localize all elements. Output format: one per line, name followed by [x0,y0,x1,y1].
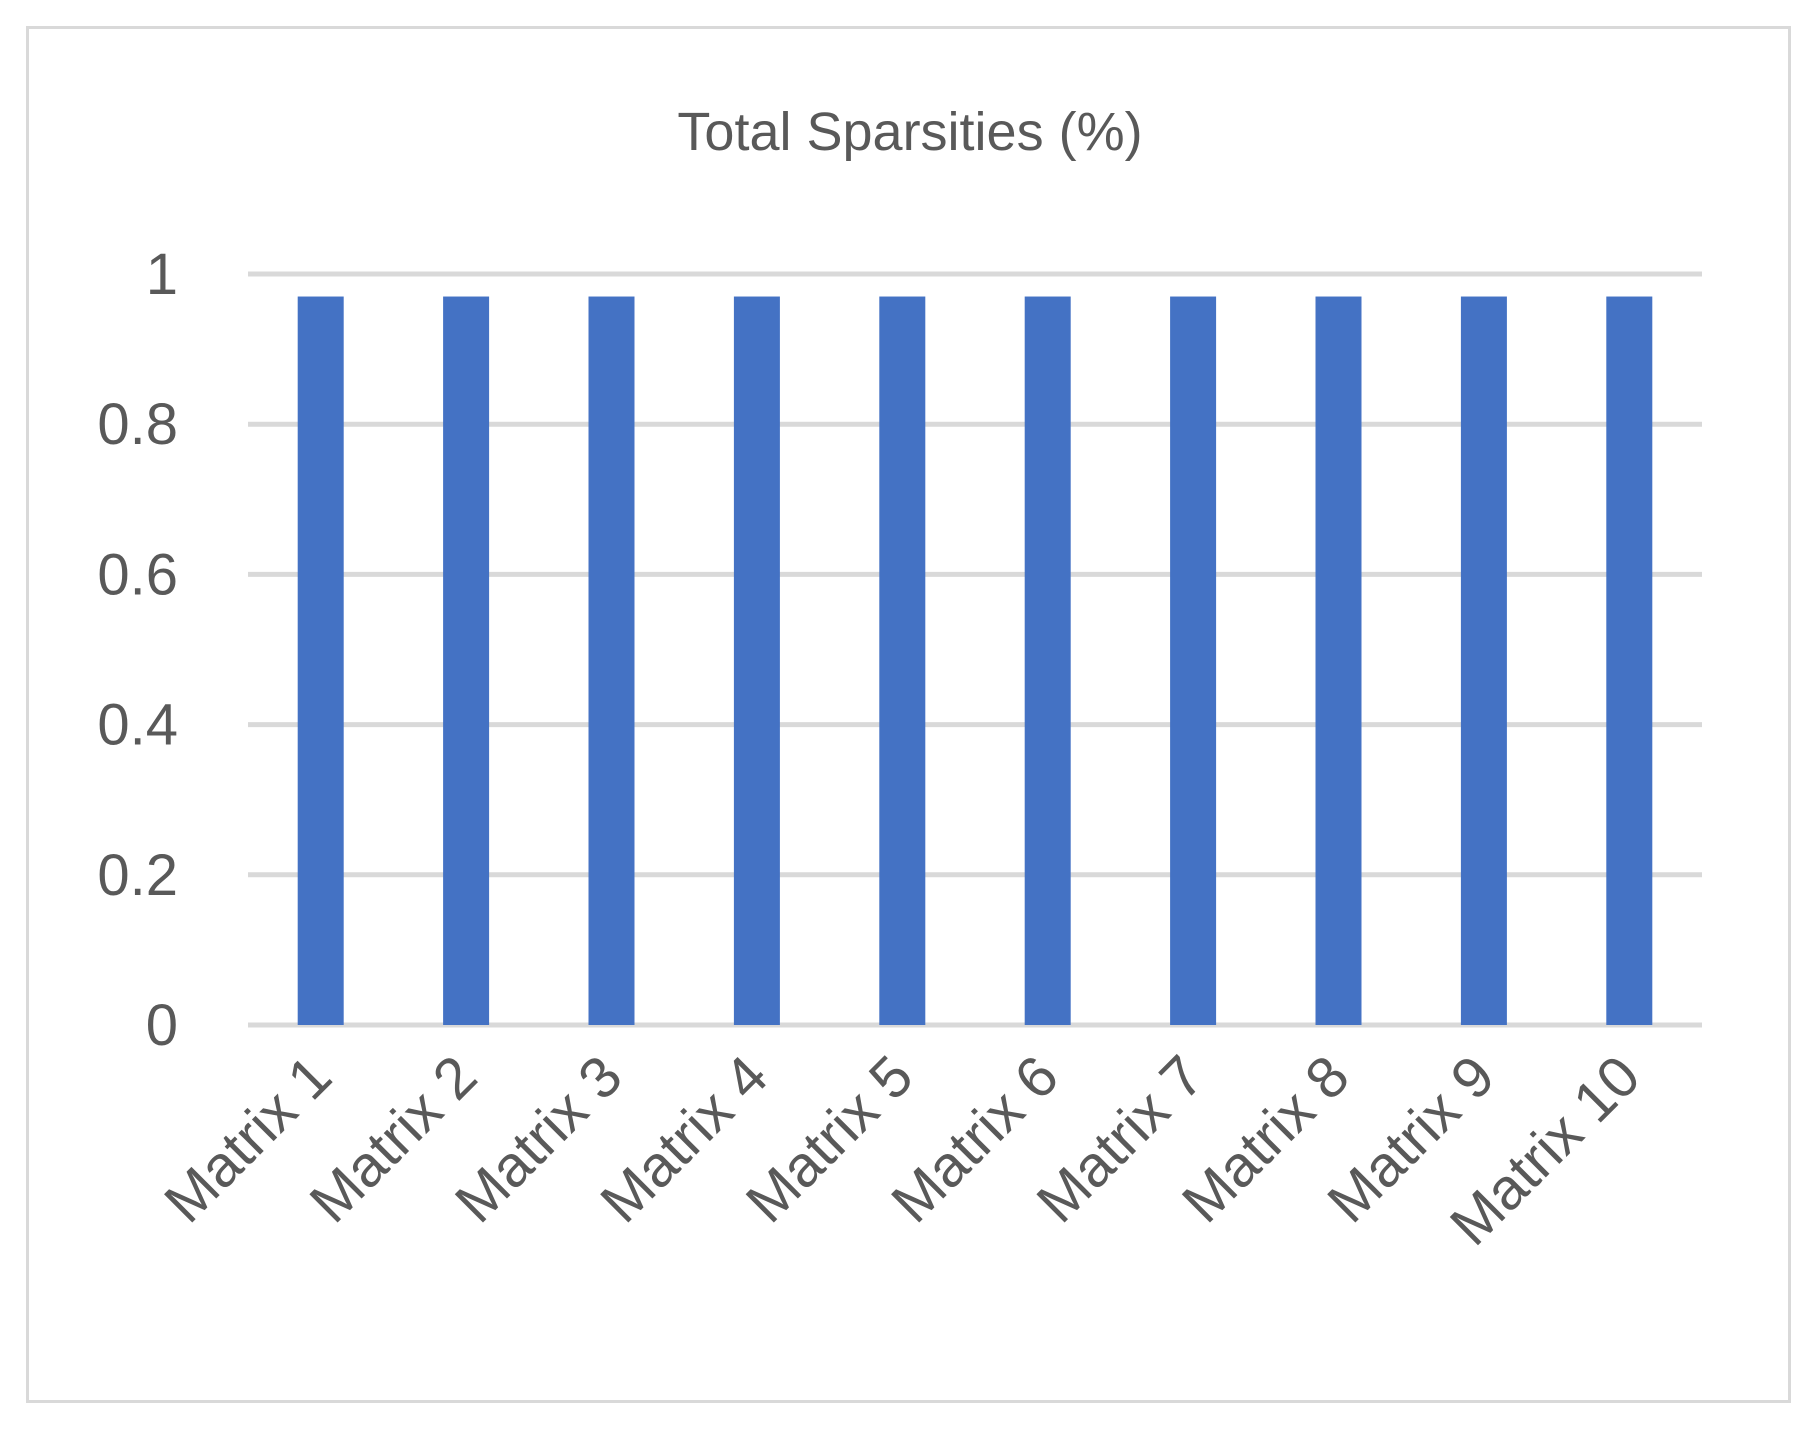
gridlines [248,271,1702,1028]
y-tick-label: 0.6 [97,542,178,607]
y-tick-label: 0 [146,993,178,1058]
bar [879,296,926,1025]
chart-title: Total Sparsities (%) [677,102,1142,162]
bar [588,296,635,1025]
bar [1606,296,1653,1025]
y-tick-label: 0.2 [97,843,178,908]
bar [443,296,490,1025]
y-tick-label: 0.8 [97,392,178,457]
y-tick-label: 1 [146,242,178,307]
bar [1170,296,1217,1025]
bar [297,296,344,1025]
bars [297,296,1653,1025]
bar [1315,296,1362,1025]
y-axis-ticks: 0 0.2 0.4 0.6 0.8 1 [97,242,178,1058]
y-tick-label: 0.4 [97,693,178,758]
bar [1460,296,1507,1025]
bar [1024,296,1071,1025]
bar [733,296,780,1025]
